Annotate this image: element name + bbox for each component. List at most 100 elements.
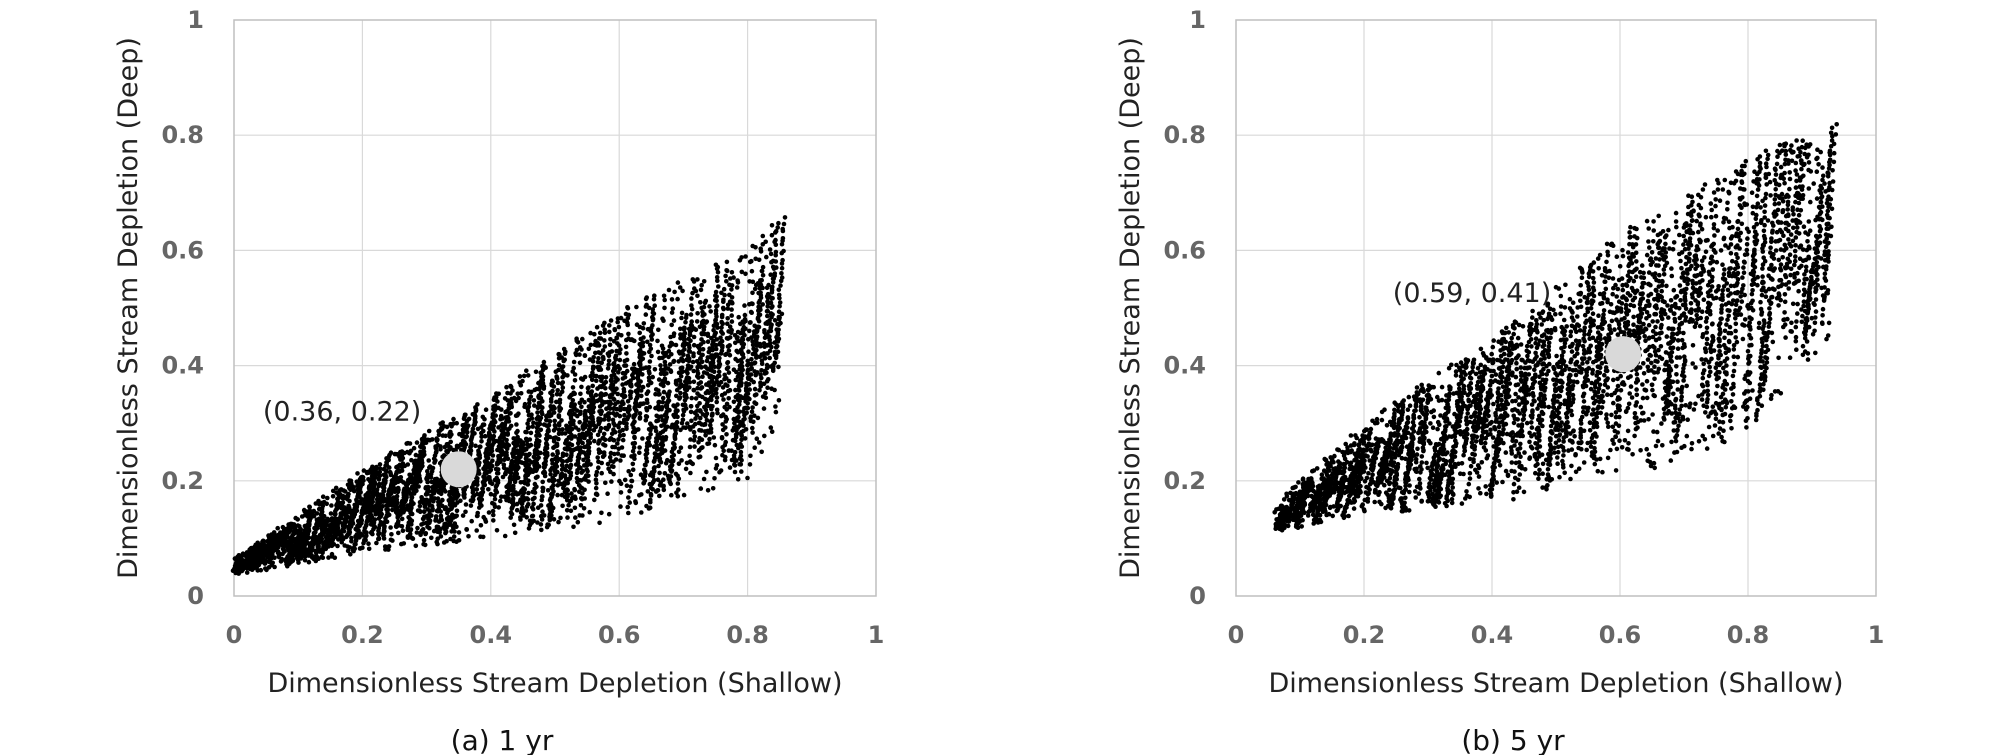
data-point <box>695 277 700 282</box>
data-point <box>330 494 336 499</box>
data-point <box>650 471 656 477</box>
data-point <box>622 374 628 380</box>
data-point <box>469 485 475 490</box>
data-point <box>776 292 782 298</box>
data-point <box>537 421 543 427</box>
data-point <box>282 557 288 563</box>
data-point <box>418 479 423 484</box>
data-point <box>698 355 703 361</box>
data-point <box>663 363 668 368</box>
data-point <box>748 414 754 419</box>
data-point <box>391 503 397 509</box>
data-point <box>631 361 637 367</box>
data-point <box>544 417 549 423</box>
data-point <box>749 258 754 264</box>
data-point <box>675 280 681 285</box>
data-point <box>244 570 250 575</box>
data-point <box>517 374 523 379</box>
data-point <box>628 484 634 489</box>
data-point <box>580 377 586 382</box>
data-point <box>460 513 466 518</box>
data-point <box>719 319 724 325</box>
data-point <box>738 449 744 455</box>
data-point <box>380 480 386 486</box>
data-point <box>618 481 624 487</box>
data-point <box>331 534 336 540</box>
data-point <box>674 387 680 393</box>
data-point <box>641 467 647 473</box>
data-point <box>548 413 554 418</box>
data-point <box>653 391 658 397</box>
data-point <box>677 395 683 400</box>
data-point <box>782 215 788 220</box>
data-point <box>737 419 742 425</box>
data-point <box>480 486 485 491</box>
data-point <box>647 359 653 364</box>
data-point <box>765 385 770 391</box>
data-point <box>313 557 319 562</box>
data-point <box>689 296 694 301</box>
data-point <box>569 426 575 432</box>
data-point <box>395 485 401 491</box>
data-point <box>371 472 377 477</box>
data-point <box>263 566 268 571</box>
data-point <box>702 300 708 306</box>
data-point <box>655 338 660 344</box>
data-point <box>614 411 620 417</box>
data-point <box>558 481 564 487</box>
data-point <box>656 414 662 420</box>
data-point <box>486 442 492 447</box>
data-point <box>622 477 628 483</box>
data-point <box>443 433 448 439</box>
data-point <box>762 356 768 361</box>
data-point <box>670 446 676 451</box>
data-point <box>737 394 742 399</box>
data-point <box>747 462 753 467</box>
data-point <box>511 522 517 528</box>
data-point <box>619 445 625 450</box>
data-point <box>340 500 346 505</box>
data-point <box>755 370 760 375</box>
data-point <box>666 287 672 293</box>
data-point <box>712 382 717 387</box>
data-point <box>376 508 381 513</box>
data-point <box>317 538 323 543</box>
data-point <box>683 319 688 325</box>
data-point <box>585 445 591 450</box>
data-point <box>735 477 741 482</box>
data-point <box>723 352 728 358</box>
data-point <box>703 320 709 325</box>
panel-a-plot-frame <box>233 19 877 597</box>
data-point <box>669 297 675 302</box>
data-point <box>384 460 389 465</box>
data-point <box>647 481 653 487</box>
data-point <box>640 356 646 362</box>
data-point <box>490 508 496 514</box>
data-point <box>772 318 778 323</box>
data-point <box>677 351 683 356</box>
data-point <box>413 452 419 458</box>
data-point <box>698 409 703 414</box>
data-point <box>322 524 328 529</box>
data-point <box>716 369 722 375</box>
data-point <box>747 320 753 325</box>
data-point <box>535 505 541 511</box>
data-point <box>293 515 299 521</box>
data-point <box>615 451 621 456</box>
data-point <box>645 489 651 494</box>
data-point <box>759 268 765 274</box>
data-point <box>475 482 480 488</box>
data-point <box>433 445 439 451</box>
data-point <box>479 439 484 444</box>
data-point <box>487 451 493 456</box>
data-point <box>713 455 719 461</box>
data-point <box>422 433 427 438</box>
data-point <box>566 435 572 440</box>
data-point <box>606 422 612 428</box>
data-point <box>695 293 700 299</box>
data-point <box>475 402 480 407</box>
data-point <box>376 536 381 542</box>
data-point <box>538 390 544 396</box>
data-point <box>711 387 716 393</box>
data-point <box>640 384 646 390</box>
